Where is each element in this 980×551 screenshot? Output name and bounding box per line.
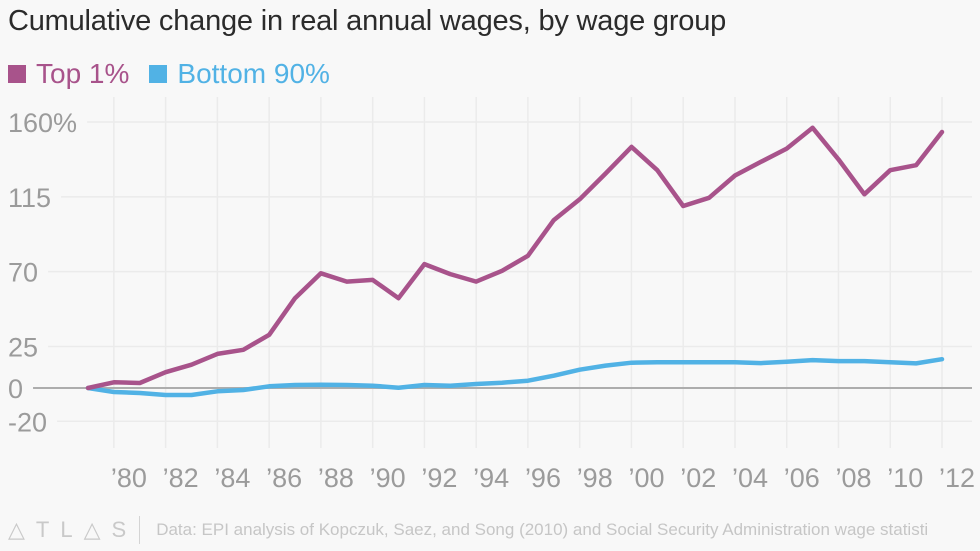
- legend: Top 1% Bottom 90%: [8, 58, 350, 90]
- legend-swatch-top-1: [8, 65, 26, 83]
- x-tick-label: ’84: [214, 463, 250, 493]
- x-tick-label: ’86: [266, 463, 302, 493]
- x-axis-ticks: ’80 ’82 ’84 ’86 ’88 ’90 ’92 ’94 ’96 ’98 ’00 ’02 ’04 ’…: [111, 463, 975, 493]
- atlas-logo: △TL△S: [8, 517, 137, 543]
- source-note: Data: EPI analysis of Kopczuk, Saez, and…: [156, 520, 929, 539]
- y-tick-label: 0: [8, 374, 23, 404]
- x-tick-label: ’96: [525, 463, 561, 493]
- footer: △TL△S Data: EPI analysis of Kopczuk, Sae…: [8, 512, 928, 548]
- y-tick-label: 25: [8, 332, 38, 362]
- chart-title: Cumulative change in real annual wages, …: [8, 5, 727, 37]
- atlas-logo-text: △TL△S: [8, 517, 138, 542]
- x-tick-label: ’92: [421, 463, 457, 493]
- x-tick-label: ’82: [163, 463, 199, 493]
- legend-label-bottom-90: Bottom 90%: [177, 58, 330, 89]
- x-tick-label: ’12: [939, 463, 975, 493]
- y-axis-ticks: 160% 115 70 25 0-20: [8, 108, 77, 437]
- x-tick-label: ’06: [784, 463, 820, 493]
- horizontal-gridlines: [33, 121, 972, 422]
- x-tick-label: ’94: [473, 463, 509, 493]
- series-line-top-1: [85, 125, 945, 391]
- legend-swatch-bottom-90: [149, 65, 168, 83]
- y-tick-label: -20: [8, 407, 47, 437]
- vertical-gridlines: [113, 97, 943, 448]
- legend-label-top-1: Top 1%: [36, 58, 130, 89]
- series-line-bottom-90: [85, 356, 945, 398]
- x-tick-label: ’10: [887, 463, 923, 493]
- x-tick-label: ’98: [577, 463, 613, 493]
- x-tick-label: ’08: [835, 463, 871, 493]
- legend-item-top-1: Top 1%: [8, 58, 129, 90]
- y-tick-label: 115: [8, 183, 51, 213]
- series-lines: [85, 125, 945, 398]
- x-tick-label: ’80: [111, 463, 147, 493]
- x-tick-label: ’90: [370, 463, 406, 493]
- y-tick-label: 70: [8, 258, 38, 288]
- x-tick-label: ’02: [680, 463, 716, 493]
- x-tick-label: ’88: [318, 463, 354, 493]
- legend-item-bottom-90: Bottom 90%: [149, 58, 330, 90]
- footer-divider: [139, 516, 141, 544]
- y-tick-label: 160%: [8, 108, 77, 138]
- x-tick-label: ’00: [628, 463, 664, 493]
- x-tick-label: ’04: [732, 463, 768, 493]
